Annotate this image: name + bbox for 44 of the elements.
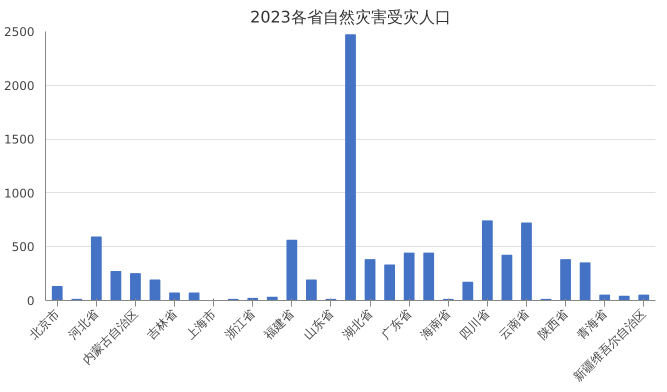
y-tick-label: 2000 xyxy=(4,78,35,93)
y-tick-label: 0 xyxy=(26,294,35,308)
x-tick-label: 四川省 xyxy=(456,306,492,342)
bar xyxy=(169,292,180,300)
y-tick-label: 500 xyxy=(12,240,34,254)
bar xyxy=(188,292,200,300)
bar xyxy=(130,273,141,300)
bar xyxy=(345,34,356,300)
bar xyxy=(364,259,376,300)
bar xyxy=(150,280,160,300)
bar xyxy=(423,252,434,300)
bar xyxy=(618,296,630,300)
bar xyxy=(90,236,102,300)
x-tick-label: 青海省 xyxy=(574,306,610,342)
x-tick-label: 云南省 xyxy=(496,306,532,342)
x-tick-label: 浙江省 xyxy=(222,306,258,342)
bar xyxy=(110,270,122,300)
bar xyxy=(462,282,474,300)
bar xyxy=(560,259,571,300)
chart-title: 2023各省自然灾害受灾人口 xyxy=(250,8,451,26)
x-tick-label: 吉林省 xyxy=(144,306,180,342)
x-tick-label: 北京市 xyxy=(26,306,62,342)
x-tick-label: 上海市 xyxy=(183,306,219,342)
bar xyxy=(599,294,610,300)
x-tick-label: 湖北省 xyxy=(340,306,375,342)
bar xyxy=(638,294,650,300)
y-tick-label: 1000 xyxy=(4,186,35,200)
bar xyxy=(52,286,63,300)
x-tick-label: 河北省 xyxy=(66,306,102,342)
x-tick-label: 广东省 xyxy=(378,306,414,342)
bar xyxy=(404,252,415,300)
bar xyxy=(286,240,298,300)
y-tick-label: 1500 xyxy=(4,132,35,147)
x-tick-label: 陕西省 xyxy=(535,306,571,342)
bar xyxy=(580,262,591,300)
bar xyxy=(384,264,395,300)
x-tick-label: 山东省 xyxy=(300,306,336,342)
bar xyxy=(306,280,317,300)
y-tick-label: 2500 xyxy=(4,25,35,39)
x-tick-label: 海南省 xyxy=(418,306,454,342)
bar xyxy=(502,254,512,300)
bar xyxy=(521,222,532,300)
bar xyxy=(482,220,493,300)
x-tick-label: 福建省 xyxy=(261,306,297,342)
